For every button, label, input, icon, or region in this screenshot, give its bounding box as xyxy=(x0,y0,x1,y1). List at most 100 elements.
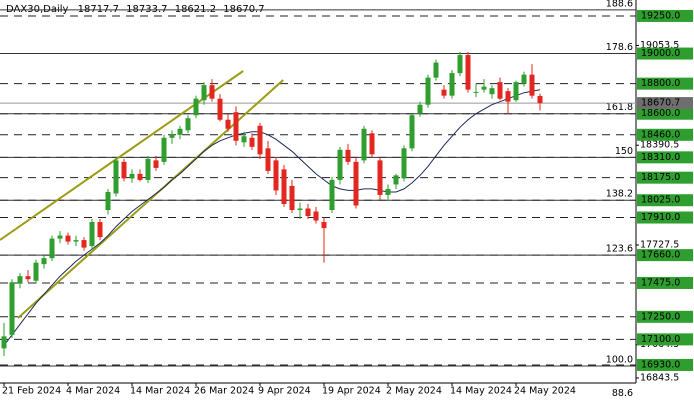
y-tick-label: 19053.5 xyxy=(640,40,679,51)
candle-body xyxy=(17,276,23,284)
candle-body xyxy=(89,222,95,247)
level-label: 17660.0 xyxy=(641,250,680,261)
candle-body xyxy=(433,62,439,78)
candle-body xyxy=(201,85,207,101)
candle-body xyxy=(393,175,399,185)
level-box xyxy=(637,9,693,22)
level-label: 19000.0 xyxy=(641,48,680,59)
candle-body xyxy=(33,262,39,281)
candle-body xyxy=(1,336,7,349)
candle-body xyxy=(385,188,391,195)
candle-body xyxy=(537,96,543,104)
candle-body xyxy=(233,112,239,141)
candle-body xyxy=(249,137,255,147)
fib-label: 123.6 xyxy=(606,244,633,255)
candle-body xyxy=(273,160,279,191)
fib-label: 100.0 xyxy=(606,355,633,366)
candle-body xyxy=(49,238,55,259)
x-tick-label: 14 Mar 2024 xyxy=(130,386,190,397)
candle-body xyxy=(161,137,167,162)
trendline xyxy=(17,79,284,319)
candle-body xyxy=(265,148,271,171)
candle-body xyxy=(289,185,295,211)
x-tick-label: 9 Apr 2024 xyxy=(258,386,311,397)
candle-body xyxy=(281,169,287,204)
level-box xyxy=(637,333,693,346)
candle-body xyxy=(41,258,47,265)
level-box xyxy=(637,211,693,224)
candle-body xyxy=(257,125,263,155)
x-tick-label: 4 Mar 2024 xyxy=(66,386,120,397)
level-label: 18800.0 xyxy=(641,78,680,89)
x-tick-label: 26 Mar 2024 xyxy=(194,386,254,397)
candle-body xyxy=(497,82,503,99)
candle-body xyxy=(225,119,231,129)
candle-body xyxy=(465,55,471,90)
candle-body xyxy=(9,282,15,335)
level-label: 19250.0 xyxy=(641,10,680,21)
level-box xyxy=(637,358,693,371)
candle-body xyxy=(377,160,383,195)
candle-body xyxy=(345,149,351,162)
candle-body xyxy=(137,173,143,180)
candle-body xyxy=(481,86,487,90)
candle-body xyxy=(441,89,447,96)
y-tick-label: 17727.5 xyxy=(640,239,679,250)
candle-body xyxy=(65,235,71,242)
candle-body xyxy=(193,98,199,116)
candle-body xyxy=(25,276,31,280)
level-box xyxy=(637,194,693,207)
level-label: 17250.0 xyxy=(641,311,680,322)
candle-body xyxy=(353,161,359,206)
candle-body xyxy=(81,240,87,248)
candle-body xyxy=(321,222,327,229)
x-tick-label: 24 May 2024 xyxy=(514,386,576,397)
candle-body xyxy=(177,128,183,135)
y-tick-label: 18390.5 xyxy=(640,140,679,151)
level-box xyxy=(637,107,693,120)
candle-body xyxy=(97,222,103,238)
candle-body xyxy=(457,55,463,74)
candle-body xyxy=(529,74,535,96)
level-box xyxy=(637,249,693,262)
level-label: 17475.0 xyxy=(641,277,680,288)
x-tick-label: 2 May 2024 xyxy=(386,386,442,397)
candle-body xyxy=(425,77,431,105)
level-box xyxy=(637,128,693,141)
candle-body xyxy=(241,136,247,143)
fib-label: 178.6 xyxy=(606,42,633,53)
fib-label: 150 xyxy=(615,146,633,157)
level-box xyxy=(637,77,693,90)
fib-label: 188.6 xyxy=(606,0,633,9)
candle-body xyxy=(473,91,479,93)
level-label: 16930.0 xyxy=(641,359,680,370)
level-box xyxy=(637,171,693,184)
candle-body xyxy=(57,235,63,239)
level-box xyxy=(637,47,693,60)
candle-body xyxy=(305,208,311,217)
candle-body xyxy=(401,148,407,179)
fib-label: 88.6 xyxy=(612,388,633,399)
candle-body xyxy=(129,173,135,179)
level-label: 18025.0 xyxy=(641,195,680,206)
candle-body xyxy=(73,240,79,242)
candle-body xyxy=(409,115,415,149)
candle-body xyxy=(153,160,159,168)
level-label: 17100.0 xyxy=(641,334,680,345)
candle-body xyxy=(361,128,367,161)
candle-body xyxy=(513,82,519,101)
candle-body xyxy=(489,88,495,95)
candle-body xyxy=(169,134,175,138)
fib-label: 161.8 xyxy=(606,102,633,113)
level-label: 18460.0 xyxy=(641,129,680,140)
level-label: 18310.0 xyxy=(641,152,680,163)
candle-body xyxy=(369,133,375,155)
level-label: 18600.0 xyxy=(641,108,680,119)
level-box xyxy=(637,151,693,164)
price-box xyxy=(637,97,693,110)
x-tick-label: 19 Apr 2024 xyxy=(322,386,381,397)
level-box xyxy=(637,276,693,289)
candle-body xyxy=(449,73,455,96)
x-tick-label: 21 Feb 2024 xyxy=(2,386,61,397)
